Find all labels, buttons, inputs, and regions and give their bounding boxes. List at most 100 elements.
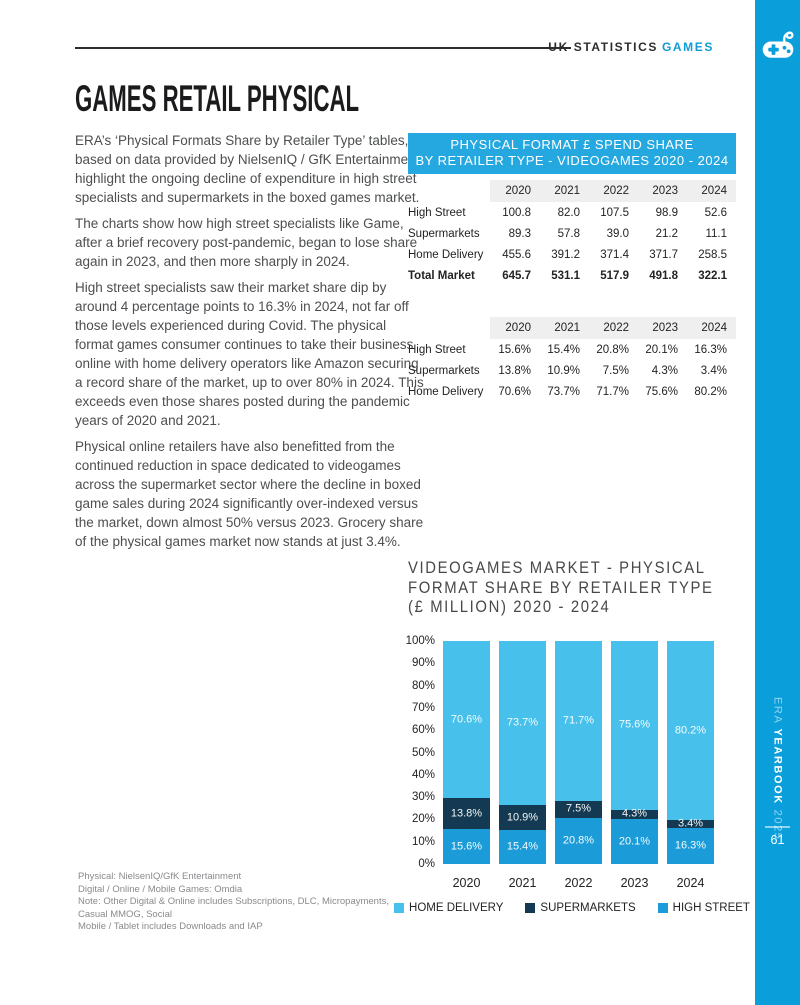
stacked-bar: 75.6% 4.3% 20.1% [611,641,658,864]
segment-label: 10.9% [506,811,539,824]
legend-label: SUPERMARKETS [540,902,636,914]
legend-swatch [394,903,405,913]
table-row: Home Delivery 70.6% 73.7% 71.7% 75.6% 80.2% [408,381,736,402]
table-row: High Street 15.6% 15.4% 20.8% 20.1% 16.3% [408,339,736,360]
body-paragraph: Physical online retailers have also bene… [75,439,424,549]
year-header-cell: 2021 [554,185,580,197]
table-cell: 4.3% [651,364,678,377]
legend: HOME DELIVERY SUPERMARKETS HIGH STREET [394,902,750,914]
table-cell: 517.9 [600,269,629,282]
bar-segment-supermarkets: 13.8% [443,798,490,830]
table-cell: 15.6% [498,343,531,356]
legend-swatch [657,903,668,913]
stacked-bar-chart: 100% 90% 80% 70% 60% 50% 40% 30% 20% 10% 0% 70.6% 1… [406,635,714,870]
breadcrumb: UK STATISTICS GAMES [548,40,714,54]
y-axis-tick: 70% [411,701,435,714]
breadcrumb-topic: GAMES [661,40,714,54]
table-cell: 82.0 [557,206,580,219]
y-axis-tick: 0% [418,858,435,870]
body-paragraph: The charts show how high street speciali… [75,216,418,269]
spend-table-body: High Street 100.8 82.0 107.5 98.9 52.6 Superma… [408,202,736,286]
bars: 70.6% 13.8% 15.6% 73.7% 10.9% 15.4% 71.7% 7.5% 2… [443,641,714,864]
body-copy: ERA’s ‘Physical Formats Share by Retaile… [75,131,425,551]
y-axis-tick: 60% [411,724,435,737]
table-cell: 52.6 [704,206,727,219]
segment-label: 20.8% [562,834,595,847]
table-cell: 258.5 [698,248,727,261]
legend-item: SUPERMARKETS [525,902,636,914]
brand-era: ERA [771,697,784,729]
year-header-cell: 2023 [652,322,678,334]
segment-label: 75.6% [618,718,651,731]
footnote-line: Note: Other Digital & Online includes Su… [78,896,389,907]
table-row: Supermarkets 13.8% 10.9% 7.5% 4.3% 3.4% [408,360,736,381]
legend-label: HIGH STREET [672,902,750,914]
stacked-bar: 70.6% 13.8% 15.6% [443,641,490,864]
table-cell: 13.8% [498,364,531,377]
table-cell: 371.4 [600,248,629,261]
row-label: High Street [408,206,466,219]
header-rule [75,47,571,49]
x-axis-label: 2023 [620,876,649,890]
bar-segment-home-delivery: 80.2% [667,641,714,821]
segment-label: 80.2% [674,724,707,737]
bar-segment-supermarkets: 10.9% [499,805,546,830]
table-cell: 16.3% [694,343,727,356]
table-cell: 10.9% [547,364,580,377]
year-header-cell: 2022 [603,185,629,197]
table-cell: 107.5 [600,206,629,219]
y-axis-tick: 100% [405,635,435,647]
share-table-year-header: 2020 2021 2022 2023 2024 [490,317,736,339]
x-axis-label: 2022 [564,876,593,890]
table-cell: 21.2 [655,227,678,240]
page-title: GAMES RETAIL PHYSICAL [75,78,360,119]
table-cell: 11.1 [705,227,727,240]
table-cell: 73.7% [547,385,580,398]
table-cell: 80.2% [694,385,727,398]
segment-label: 7.5% [565,802,592,815]
row-label: Home Delivery [408,385,484,398]
segment-label: 73.7% [506,716,539,729]
year-header-cell: 2020 [505,185,531,197]
row-label: High Street [408,343,466,356]
segment-label: 70.6% [450,713,483,726]
footnote-line: Casual MMOG, Social [78,908,172,920]
table-cell: 391.2 [551,248,580,261]
table-row: Total Market 645.7 531.1 517.9 491.8 322.1 [408,265,736,286]
bar-segment-supermarkets: 4.3% [611,808,658,819]
footnote-line: Mobile / Tablet includes Downloads and I… [78,921,263,932]
x-axis-label: 2020 [452,876,481,890]
table-cell: 7.5% [602,364,629,377]
table-cell: 455.6 [502,248,531,261]
table-cell: 20.8% [596,343,629,356]
banner-line-2: BY RETAILER TYPE - VIDEOGAMES 2020 - 202… [415,153,729,168]
chart-title-line-1: VIDEOGAMES MARKET - PHYSICAL [408,559,706,577]
table-cell: 322.1 [698,269,727,282]
chart-title-line-3: (£ MILLION) 2020 - 2024 [408,598,611,616]
brand-yearbook: YEARBOOK [771,728,784,805]
row-label: Supermarkets [408,364,480,377]
year-header-cell: 2022 [603,322,629,334]
bar-segment-home-delivery: 71.7% [555,641,602,801]
y-axis-tick: 40% [411,768,435,781]
row-label: Home Delivery [408,248,484,261]
bar-segment-high-street: 16.3% [667,827,714,864]
bar-segment-supermarkets: 3.4% [667,817,714,830]
y-axis-tick: 90% [411,657,435,670]
table-header-banner: PHYSICAL FORMAT £ SPEND SHARE BY RETAILE… [408,133,736,174]
table-cell: 71.7% [596,385,629,398]
bar-segment-supermarkets: 7.5% [555,800,602,818]
segment-label: 13.8% [450,807,483,820]
breadcrumb-section: UK STATISTICS [548,40,658,54]
bar-segment-high-street: 20.1% [611,819,658,864]
segment-label: 3.4% [677,817,704,830]
year-header-cell: 2020 [505,322,531,334]
table-cell: 70.6% [498,385,531,398]
footnote-line: Physical: NielsenIQ/GfK Entertainment [78,871,242,882]
bar-segment-home-delivery: 75.6% [611,641,658,810]
sidebar-brand: ERA YEARBOOK 2025 [772,697,784,840]
stacked-bar: 80.2% 3.4% 16.3% [667,641,714,864]
body-paragraph: ERA’s ‘Physical Formats Share by Retaile… [75,133,424,205]
segment-label: 15.4% [506,840,539,853]
